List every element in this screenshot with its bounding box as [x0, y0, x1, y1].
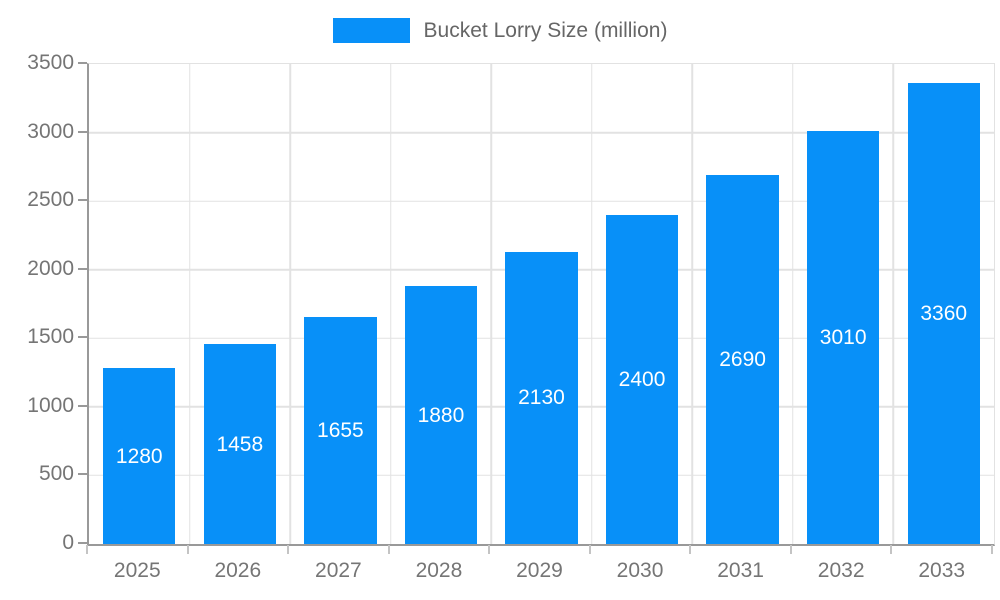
gridline-v [289, 64, 291, 544]
gridline-v [792, 64, 794, 544]
x-tick [186, 545, 189, 554]
bar-value-label: 3360 [920, 302, 968, 326]
y-tick [78, 199, 87, 202]
bar-value-label: 1280 [115, 444, 163, 468]
y-axis-labels: 0 500 1000 1500 2000 2500 3000 3500 [0, 51, 74, 554]
x-axis-tick-label: 2033 [918, 559, 966, 582]
x-axis-tick-label: 2027 [315, 559, 362, 582]
legend[interactable]: Bucket Lorry Size (million) [0, 18, 1000, 43]
bar[interactable]: 1458 [203, 344, 277, 544]
bar[interactable]: 1880 [404, 286, 478, 544]
y-tick [78, 336, 87, 339]
x-tick [991, 545, 993, 554]
bar-value-label: 2130 [518, 386, 565, 410]
y-axis-tick-label: 0 [62, 531, 74, 554]
y-tick [78, 130, 87, 133]
bar-value-label: 2400 [618, 367, 666, 391]
y-tick [78, 542, 87, 544]
y-axis-tick-label: 2000 [27, 256, 74, 280]
x-axis-tick-label: 2030 [616, 559, 664, 582]
x-axis-tick-label: 2026 [214, 559, 262, 582]
bar[interactable]: 2130 [505, 251, 578, 544]
bar[interactable]: 2690 [706, 175, 779, 544]
x-tick [488, 545, 491, 554]
y-axis-ticks [78, 62, 87, 544]
x-axis-tick-label: 2031 [717, 559, 764, 582]
x-tick [689, 545, 692, 554]
x-axis-tick-label: 2028 [415, 559, 463, 582]
gridline-v [892, 64, 895, 544]
gridline-v [188, 64, 191, 544]
plot-area: 1280 1458 1655 1880 2130 2400 2690 3010 3360 [87, 63, 995, 546]
x-tick [588, 545, 591, 554]
x-axis-ticks [86, 545, 993, 554]
y-tick [78, 404, 87, 407]
x-axis-tick-label: 2029 [516, 559, 563, 582]
bar-value-label: 2690 [719, 348, 766, 372]
x-tick [287, 545, 290, 554]
y-axis-tick-label: 2500 [27, 188, 74, 212]
bar-value-label: 1880 [417, 403, 465, 427]
y-axis-tick-label: 1000 [27, 393, 74, 417]
bar[interactable]: 1655 [304, 317, 377, 544]
bar[interactable]: 3010 [806, 131, 880, 544]
y-tick [78, 62, 87, 64]
x-axis-tick-label: 2032 [817, 559, 865, 582]
y-axis-tick-label: 500 [38, 462, 74, 486]
legend-label[interactable]: Bucket Lorry Size (million) [423, 18, 668, 42]
y-axis-tick-label: 1500 [27, 325, 74, 349]
gridline-v [691, 64, 694, 544]
bar-value-label: 1458 [216, 432, 264, 456]
gridline-v [490, 64, 492, 544]
x-tick [387, 545, 390, 554]
gridline-h [89, 131, 994, 134]
x-axis-tick-label: 2025 [113, 559, 161, 582]
legend-swatch[interactable] [332, 18, 410, 43]
bar-value-label: 1655 [317, 419, 364, 443]
gridline-v [389, 64, 392, 544]
y-tick [78, 267, 87, 270]
x-axis-labels: 2025 2026 2027 2028 2029 2030 2031 2032 2033 [87, 557, 992, 585]
bar[interactable]: 2400 [605, 214, 679, 544]
gridline-h [89, 200, 994, 202]
bar[interactable]: 1280 [103, 368, 176, 544]
y-tick [78, 473, 87, 476]
y-axis-tick-label: 3500 [27, 51, 74, 74]
bar-value-label: 3010 [819, 326, 867, 350]
y-axis-tick-label: 3000 [27, 119, 74, 143]
x-tick [890, 545, 893, 554]
bar[interactable]: 3360 [907, 83, 980, 544]
x-tick [86, 545, 88, 554]
x-tick [789, 545, 792, 554]
gridline-v [591, 64, 593, 544]
